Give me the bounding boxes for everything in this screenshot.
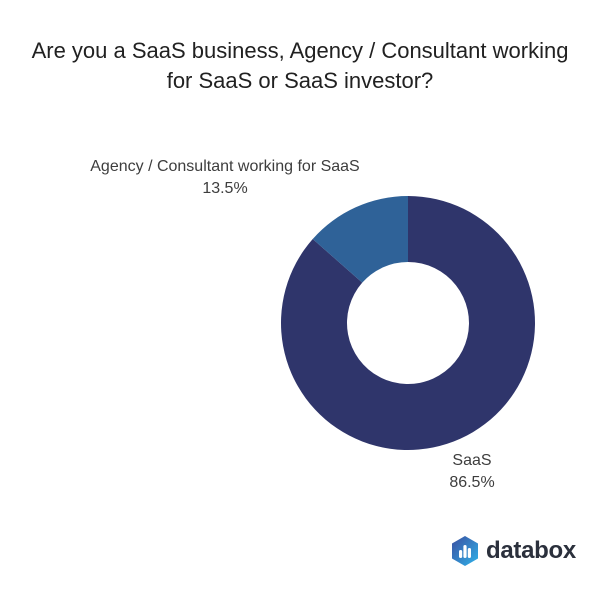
slice-label-saas-pct: 86.5% [449,474,495,491]
slice-label-saas-name: SaaS [452,452,492,469]
donut-chart [281,196,536,450]
slice-label-agency-pct: 13.5% [202,180,248,197]
databox-logo: databox [451,536,576,566]
donut-segment-saas [281,196,536,450]
chart-title: Are you a SaaS business, Agency / Consul… [0,36,600,96]
slice-label-agency-name: Agency / Consultant working for SaaS [90,158,360,175]
chart-title-line2: for SaaS or SaaS investor? [166,68,434,93]
donut-segment-agency-consultant-working-for-saas [312,196,408,283]
slice-label-saas: SaaS 86.5% [392,450,552,494]
databox-logo-text: databox [486,537,576,564]
databox-hexagon-bars-icon [452,536,478,566]
chart-title-line1: Are you a SaaS business, Agency / Consul… [31,38,569,63]
slice-label-agency: Agency / Consultant working for SaaS 13.… [45,156,405,200]
